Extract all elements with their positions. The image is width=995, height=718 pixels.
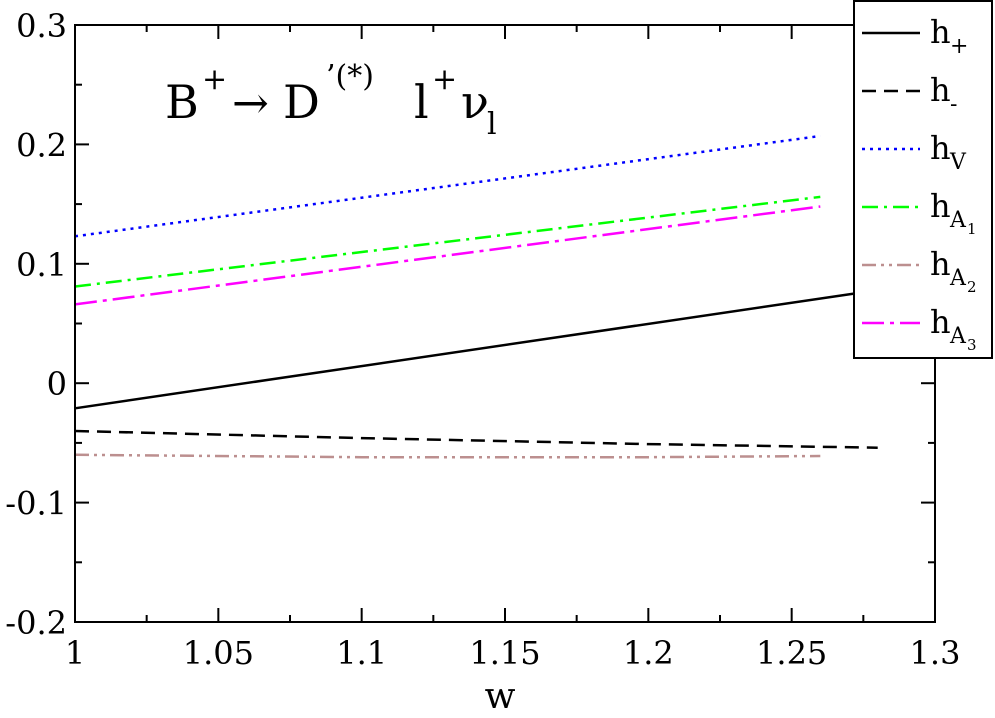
annotation-l: l [414, 75, 429, 129]
series-line-5 [74, 453, 821, 459]
legend: h +h -h Vh A 1h A 2h A 3 [853, 0, 993, 359]
y-tick-label: 0.3 [16, 7, 67, 45]
legend-label-main: h [930, 71, 951, 109]
legend-box [853, 0, 993, 359]
annotation-d: D [283, 75, 320, 129]
x-tick-label: 1.15 [469, 634, 540, 672]
annotation-nu-subscript: l [487, 107, 497, 142]
plot-area [74, 134, 878, 459]
series-line-6 [74, 205, 821, 306]
legend-label-main: h [930, 245, 951, 283]
legend-label-subsub: 3 [967, 336, 977, 354]
legend-label-sub: - [950, 92, 957, 117]
series-line-1 [74, 288, 878, 410]
y-tick-label: -0.1 [5, 485, 67, 523]
x-tick-label: 1.3 [910, 634, 961, 672]
legend-label-main: h [930, 129, 951, 167]
legend-label-1: h + [930, 13, 968, 59]
legend-label-2: h- [930, 71, 957, 117]
legend-label-main: h [930, 303, 951, 341]
annotation-d-superscript: ’(*) [326, 59, 374, 94]
x-tick-label: 1.1 [336, 634, 387, 672]
legend-label-main: h [930, 13, 951, 51]
x-tick-label: 1.25 [756, 634, 827, 672]
x-tick-label: 1.05 [183, 634, 254, 672]
y-tick-label: 0 [47, 365, 67, 403]
annotation-nu: ν [461, 75, 489, 129]
legend-label-sub: A [949, 208, 967, 233]
annotation-b-plus: + [202, 62, 227, 97]
reaction-annotation: B + → D ’(*) l + ν l [165, 59, 497, 142]
legend-label-sub: + [950, 34, 968, 59]
x-axis-label: w [485, 676, 516, 717]
legend-label-sub: A [949, 266, 967, 291]
series-line-4 [74, 195, 821, 288]
legend-label-sub: V [949, 150, 967, 175]
annotation-arrow: → [232, 78, 269, 129]
y-tick-label: 0.2 [16, 126, 67, 164]
annotation-l-plus: + [432, 62, 457, 97]
legend-label-subsub: 1 [967, 220, 977, 238]
axes: 1 1.05 1.1 1.15 1.2 1.25 1.3 -0.2 -0.1 0 0.1 0.2 0.3 [5, 7, 960, 672]
legend-label-subsub: 2 [967, 278, 977, 296]
series-line-3 [74, 134, 821, 238]
series-line-2 [74, 429, 878, 449]
annotation-b: B [165, 75, 199, 129]
legend-label-main: h [930, 187, 951, 225]
y-tick-label: 0.1 [16, 246, 67, 284]
y-tick-label: -0.2 [5, 604, 67, 642]
legend-label-sub: A [949, 324, 967, 349]
x-tick-label: 1 [65, 634, 85, 672]
plot-frame [74, 24, 936, 623]
x-tick-label: 1.2 [623, 634, 674, 672]
